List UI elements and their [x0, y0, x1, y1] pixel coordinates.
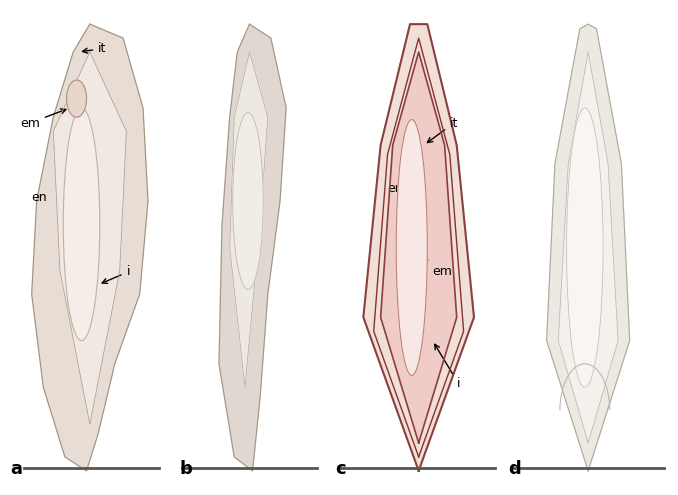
Polygon shape: [546, 24, 630, 471]
Ellipse shape: [396, 120, 427, 376]
Ellipse shape: [63, 108, 100, 341]
Ellipse shape: [66, 80, 87, 117]
Text: c: c: [336, 460, 346, 478]
Text: en: en: [32, 191, 47, 204]
Text: it: it: [83, 42, 106, 55]
Polygon shape: [32, 24, 148, 471]
Text: d: d: [508, 460, 521, 478]
Polygon shape: [363, 24, 474, 471]
Ellipse shape: [567, 108, 603, 387]
Text: em: em: [422, 259, 452, 278]
Text: it: it: [427, 116, 458, 143]
Text: i: i: [435, 344, 460, 390]
Text: em: em: [20, 109, 66, 130]
Polygon shape: [54, 52, 126, 424]
Ellipse shape: [233, 112, 263, 290]
Polygon shape: [230, 52, 268, 387]
Text: i: i: [102, 265, 130, 283]
Polygon shape: [380, 52, 457, 443]
Polygon shape: [558, 52, 618, 443]
Text: en: en: [388, 182, 403, 195]
Text: b: b: [180, 460, 193, 478]
Text: a: a: [10, 460, 22, 478]
Polygon shape: [219, 24, 286, 471]
